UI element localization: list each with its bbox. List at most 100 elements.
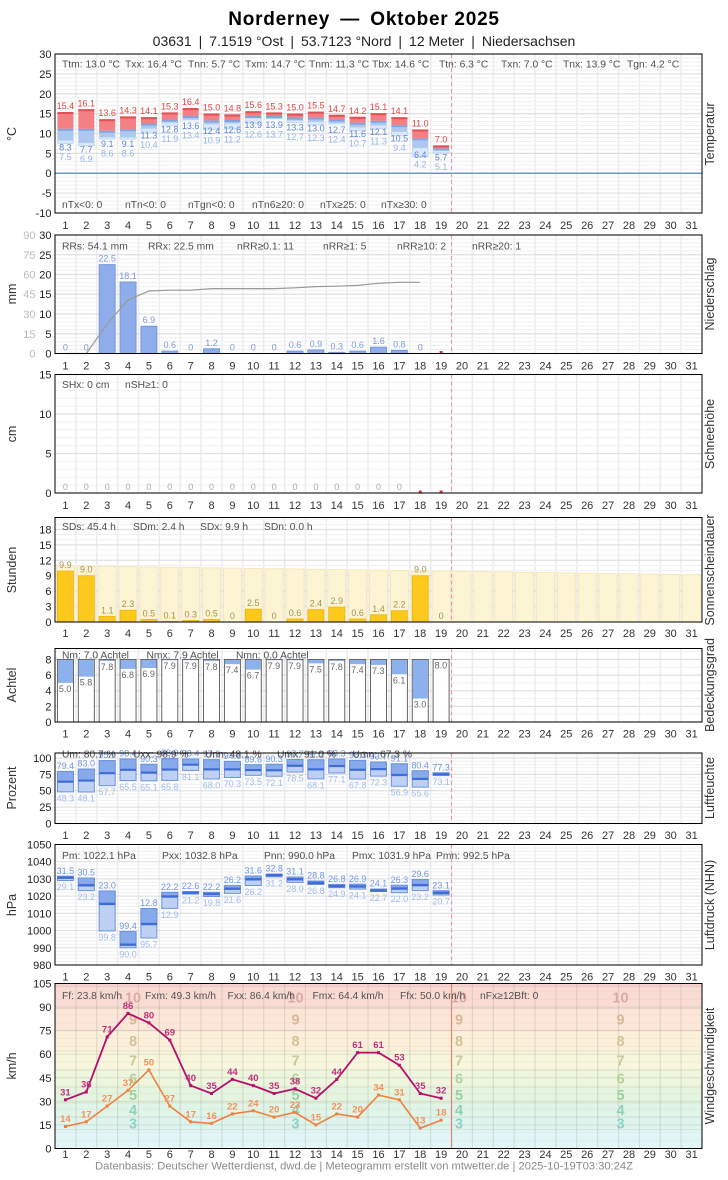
svg-text:6.1: 6.1: [393, 675, 406, 685]
svg-text:12.9: 12.9: [161, 910, 179, 920]
svg-text:29: 29: [644, 1149, 656, 1161]
svg-text:SHx: 0 cm: SHx: 0 cm: [62, 380, 110, 391]
svg-text:72.1: 72.1: [265, 778, 283, 788]
svg-text:18: 18: [414, 628, 426, 640]
svg-text:73.5: 73.5: [245, 777, 263, 787]
svg-text:2.3: 2.3: [122, 599, 135, 609]
svg-text:8: 8: [208, 220, 214, 232]
svg-text:Bedeckungsgrad: Bedeckungsgrad: [703, 638, 717, 732]
svg-text:7.5: 7.5: [59, 152, 72, 162]
svg-text:1: 1: [62, 830, 68, 842]
svg-text:25: 25: [560, 1149, 572, 1161]
svg-text:2: 2: [83, 361, 89, 373]
svg-text:27: 27: [602, 500, 614, 512]
svg-text:10: 10: [247, 1149, 259, 1161]
svg-text:25: 25: [560, 220, 572, 232]
svg-text:SDs: 45.4 h: SDs: 45.4 h: [62, 522, 116, 533]
svg-text:22.2: 22.2: [203, 882, 221, 892]
svg-text:7: 7: [188, 729, 194, 741]
svg-text:8: 8: [208, 972, 214, 984]
svg-text:Luftdruck (NHN): Luftdruck (NHN): [703, 860, 717, 950]
svg-text:16.1: 16.1: [78, 98, 96, 108]
svg-text:15: 15: [351, 830, 363, 842]
svg-text:31: 31: [394, 1087, 405, 1098]
svg-text:23: 23: [518, 729, 530, 741]
svg-text:hPa: hPa: [5, 894, 19, 916]
svg-text:90: 90: [39, 1002, 51, 1014]
svg-text:14.1: 14.1: [391, 106, 409, 116]
svg-text:22: 22: [227, 1101, 238, 1112]
svg-text:5: 5: [45, 449, 51, 461]
svg-text:26: 26: [581, 628, 593, 640]
svg-text:12: 12: [289, 500, 301, 512]
svg-text:7.5: 7.5: [309, 664, 322, 674]
svg-text:31: 31: [685, 1149, 697, 1161]
svg-text:9: 9: [229, 220, 235, 232]
svg-text:17: 17: [393, 220, 405, 232]
svg-text:SDx: 9.9 h: SDx: 9.9 h: [200, 522, 248, 533]
svg-text:0: 0: [45, 819, 51, 831]
svg-text:5.7: 5.7: [435, 153, 448, 163]
svg-text:26.8: 26.8: [307, 886, 325, 896]
svg-text:24: 24: [539, 972, 551, 984]
svg-text:7: 7: [188, 361, 194, 373]
svg-text:4.2: 4.2: [414, 159, 427, 169]
svg-text:77.1: 77.1: [328, 775, 346, 785]
svg-text:30: 30: [665, 830, 677, 842]
svg-text:36: 36: [81, 1079, 92, 1090]
svg-text:15.5: 15.5: [307, 101, 325, 111]
svg-text:8: 8: [616, 1034, 624, 1050]
svg-text:6: 6: [167, 729, 173, 741]
svg-text:3: 3: [104, 830, 110, 842]
svg-text:15.0: 15.0: [203, 103, 221, 113]
svg-text:980: 980: [33, 960, 51, 972]
svg-text:30: 30: [39, 49, 51, 61]
svg-text:12.6: 12.6: [224, 125, 242, 135]
svg-text:17: 17: [393, 729, 405, 741]
svg-text:18: 18: [39, 525, 51, 537]
svg-text:Umx: 91.0 %: Umx: 91.0 %: [277, 750, 336, 761]
svg-text:24: 24: [248, 1098, 259, 1109]
svg-text:0: 0: [397, 482, 402, 492]
svg-text:22: 22: [498, 628, 510, 640]
svg-text:11.2: 11.2: [224, 135, 241, 145]
svg-text:22.2: 22.2: [161, 882, 179, 892]
svg-text:27: 27: [602, 361, 614, 373]
svg-text:10.4: 10.4: [140, 140, 158, 150]
svg-text:15: 15: [311, 1112, 322, 1123]
svg-text:4: 4: [125, 729, 131, 741]
svg-text:25: 25: [560, 830, 572, 842]
svg-text:80: 80: [144, 1010, 155, 1021]
svg-text:5: 5: [146, 220, 152, 232]
svg-text:71: 71: [102, 1024, 113, 1035]
svg-text:RRs: 54.1 mm: RRs: 54.1 mm: [62, 242, 128, 253]
svg-text:17: 17: [393, 628, 405, 640]
svg-text:0.6: 0.6: [351, 608, 364, 618]
svg-text:21: 21: [477, 628, 489, 640]
svg-text:21: 21: [477, 729, 489, 741]
svg-text:30: 30: [665, 628, 677, 640]
svg-text:10: 10: [247, 830, 259, 842]
svg-text:44: 44: [227, 1067, 238, 1078]
svg-text:30: 30: [665, 500, 677, 512]
svg-text:20: 20: [39, 89, 51, 101]
svg-text:2: 2: [83, 220, 89, 232]
svg-text:23: 23: [518, 500, 530, 512]
svg-text:3.0: 3.0: [414, 700, 427, 710]
svg-text:nTn6≥20: 0: nTn6≥20: 0: [252, 200, 304, 211]
svg-text:6: 6: [455, 1072, 463, 1088]
svg-text:13: 13: [310, 628, 322, 640]
svg-text:29.6: 29.6: [411, 869, 429, 879]
svg-text:9: 9: [229, 1149, 235, 1161]
svg-text:75: 75: [23, 250, 35, 262]
svg-text:8: 8: [208, 361, 214, 373]
svg-text:17: 17: [393, 361, 405, 373]
svg-text:3: 3: [104, 220, 110, 232]
svg-text:Nm: 7.0 Achtel: Nm: 7.0 Achtel: [62, 651, 129, 662]
svg-text:6.9: 6.9: [142, 669, 155, 679]
svg-text:25: 25: [39, 69, 51, 81]
svg-text:nRR≥0.1: 11: nRR≥0.1: 11: [237, 242, 294, 253]
svg-text:21.2: 21.2: [182, 896, 200, 906]
svg-text:22.6: 22.6: [182, 881, 200, 891]
svg-text:65.8: 65.8: [161, 782, 179, 792]
